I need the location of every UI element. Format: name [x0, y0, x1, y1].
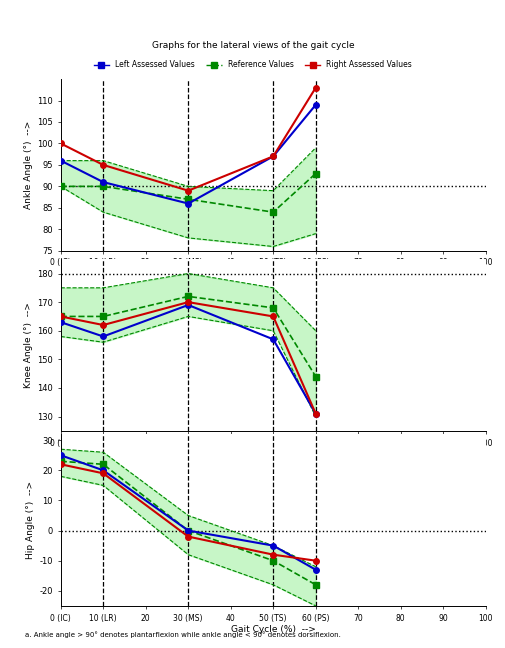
Legend: Left Assessed Values, Reference Values, Right Assessed Values: Left Assessed Values, Reference Values, … [90, 57, 415, 73]
Y-axis label: Knee Angle (°)  -->: Knee Angle (°) --> [24, 302, 33, 388]
Text: a. Ankle angle > 90° denotes plantarflexion while ankle angle < 90° denotes dors: a. Ankle angle > 90° denotes plantarflex… [25, 632, 340, 638]
X-axis label: Gait Cycle (%)  -->: Gait Cycle (%) --> [230, 625, 315, 634]
Text: Graphs for the lateral views of the gait cycle: Graphs for the lateral views of the gait… [152, 41, 354, 50]
Y-axis label: Hip Angle (°)  -->: Hip Angle (°) --> [26, 481, 35, 559]
Y-axis label: Ankle Angle (°)  -->: Ankle Angle (°) --> [24, 121, 33, 209]
X-axis label: Gait Cycle (%)  -->: Gait Cycle (%) --> [230, 450, 315, 459]
X-axis label: Gait Cycle (%)  -->: Gait Cycle (%) --> [230, 270, 315, 279]
Text: KINEMATIC GRAPHS: KINEMATIC GRAPHS [153, 9, 352, 27]
